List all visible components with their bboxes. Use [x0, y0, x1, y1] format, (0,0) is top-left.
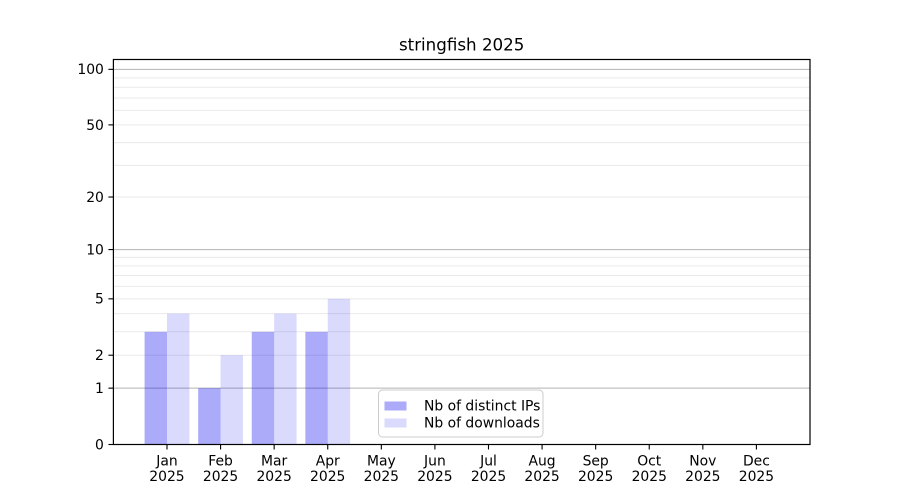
- legend-swatch-downloads: [384, 418, 407, 428]
- x-tick-label-month: Jun: [423, 454, 446, 470]
- bar-downloads-jan: [166, 313, 190, 445]
- x-tick-label-year: 2025: [632, 469, 667, 485]
- x-tick-label-month: Mar: [261, 454, 287, 470]
- bar-distinct-ips-feb: [198, 388, 221, 445]
- x-tick-label-year: 2025: [471, 469, 506, 485]
- bar-downloads-mar: [274, 313, 297, 445]
- plot-frame: [112, 58, 811, 446]
- y-tick-label: 5: [95, 292, 104, 308]
- x-tick-label-year: 2025: [364, 469, 399, 485]
- y-tick-label: 2: [95, 348, 104, 364]
- x-tick-label-year: 2025: [524, 469, 559, 485]
- chart-title: stringfish 2025: [399, 35, 524, 55]
- x-tick-label-month: Sep: [583, 454, 609, 470]
- bar-distinct-ips-apr: [305, 331, 328, 445]
- axis-layer: 0125102050100Jan2025Feb2025Mar2025Apr202…: [77, 58, 811, 485]
- grid-layer: [113, 68, 810, 389]
- y-tick-label: 100: [77, 62, 104, 78]
- x-tick-label-year: 2025: [739, 469, 774, 485]
- x-tick-label-year: 2025: [578, 469, 613, 485]
- bar-downloads-feb: [220, 355, 243, 445]
- bar-distinct-ips-mar: [251, 331, 275, 445]
- legend-label-downloads: Nb of downloads: [424, 416, 540, 432]
- x-tick-label-year: 2025: [417, 469, 452, 485]
- y-tick-label: 1: [95, 381, 104, 397]
- x-tick-label-month: Oct: [637, 454, 662, 470]
- x-tick-label-month: Apr: [316, 454, 340, 470]
- x-tick-label-year: 2025: [256, 469, 291, 485]
- x-tick-label-month: Feb: [208, 454, 233, 470]
- x-tick-label-month: May: [367, 454, 396, 470]
- x-tick-label-month: Jul: [479, 454, 497, 470]
- x-tick-label-month: Aug: [529, 454, 556, 470]
- y-tick-label: 10: [86, 242, 104, 258]
- y-tick-label: 50: [86, 118, 104, 134]
- x-tick-label-year: 2025: [149, 469, 184, 485]
- bar-downloads-apr: [327, 298, 351, 445]
- y-tick-label: 0: [95, 437, 104, 453]
- x-tick-label-month: Dec: [743, 454, 770, 470]
- legend-swatch-distinct-ips: [384, 401, 407, 411]
- y-tick-label: 20: [86, 190, 104, 206]
- x-tick-label-month: Nov: [689, 454, 716, 470]
- x-tick-label-year: 2025: [310, 469, 345, 485]
- x-tick-label-year: 2025: [685, 469, 720, 485]
- x-tick-label-year: 2025: [203, 469, 238, 485]
- legend-box: [378, 389, 544, 438]
- x-tick-label-month: Jan: [155, 454, 177, 470]
- bar-layer: [144, 298, 351, 445]
- legend-label-distinct-ips: Nb of distinct IPs: [424, 399, 540, 415]
- bar-distinct-ips-jan: [144, 331, 167, 445]
